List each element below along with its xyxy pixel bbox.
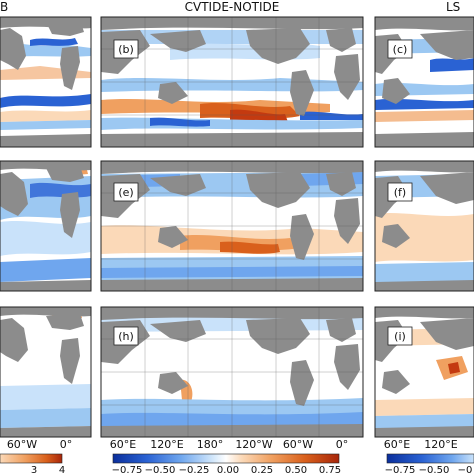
x-ticks-center: 60°E 120°E 180° 120°W 60°W 0° [110,438,348,451]
x-tick-center-0: 60°E [110,438,136,451]
x-ticks-right: 60°E 120°E [384,438,458,451]
colorbar-center-tick-6: 0.75 [319,465,341,474]
panel-row2-left [0,161,91,291]
colorbar-center-tick-1: −0.50 [145,465,176,474]
x-tick-center-4: 60°W [283,438,313,451]
colorbar-right-tick-1: −0.50 [419,465,450,474]
colorbar-center-tick-0: −0.75 [112,465,143,474]
panel-label-e: (e) [118,186,133,199]
panel-c-label-box [387,39,413,59]
x-tick-left-0: 60°W [7,438,37,451]
column-title-left: B [0,0,8,14]
panel-b-frame [100,16,364,148]
colorbar-center-tick-2: −0.25 [179,465,210,474]
panel-f [375,161,474,291]
colorbar-right [386,453,474,464]
panel-e-label-box [113,182,139,202]
column-title-right: LS [446,0,460,14]
colorbar-center [112,453,340,464]
panel-row1-left-frame [0,16,92,148]
colorbar-right-tick-2: −0 [458,465,473,474]
colorbar-left-ticks: 3 4 [31,465,65,474]
colorbar-center-tick-3: 0.00 [217,465,239,474]
x-tick-center-3: 120°W [235,438,272,451]
panel-c [375,17,474,147]
panel-e [101,161,363,291]
panel-c-frame [374,16,474,148]
colorbar-right-ticks: −0.75 −0.50 −0 [385,465,473,474]
panel-i-label-box [387,326,413,346]
panel-f-label-box [387,182,413,202]
panel-label-i: (i) [394,330,406,343]
panel-h [101,307,363,437]
x-tick-center-1: 120°E [150,438,183,451]
colorbar-left-tick-1: 4 [59,465,65,474]
panel-label-b: (b) [118,43,134,56]
panel-label-f: (f) [394,186,406,199]
panel-row3-left-frame [0,306,92,438]
x-tick-center-2: 180° [197,438,224,451]
colorbar-center-tick-5: 0.50 [285,465,307,474]
x-tick-center-5: 0° [336,438,349,451]
x-ticks-left: 60°W 0° [7,438,72,451]
x-tick-right-1: 120°E [424,438,457,451]
panel-label-c: (c) [393,43,408,56]
panel-h-label-box [113,326,139,346]
colorbar-right-tick-0: −0.75 [385,465,416,474]
panel-h-frame [100,306,364,438]
column-title-center: CVTIDE-NOTIDE [185,0,280,14]
x-tick-left-1: 0° [60,438,73,451]
panel-row3-left [0,307,91,437]
colorbar-left [0,453,63,464]
panel-row2-left-frame [0,160,92,292]
panel-i [375,307,474,437]
panel-row1-left [0,17,91,147]
x-tick-right-0: 60°E [384,438,410,451]
panel-label-h: (h) [118,330,134,343]
colorbar-left-tick-0: 3 [31,465,37,474]
panel-e-frame [100,160,364,292]
panel-f-frame [374,160,474,292]
panel-i-frame [374,306,474,438]
panel-b [101,17,363,147]
panel-b-label-box [113,39,139,59]
colorbar-center-ticks: −0.75 −0.50 −0.25 0.00 0.25 0.50 0.75 [112,465,341,474]
colorbar-center-tick-4: 0.25 [251,465,273,474]
